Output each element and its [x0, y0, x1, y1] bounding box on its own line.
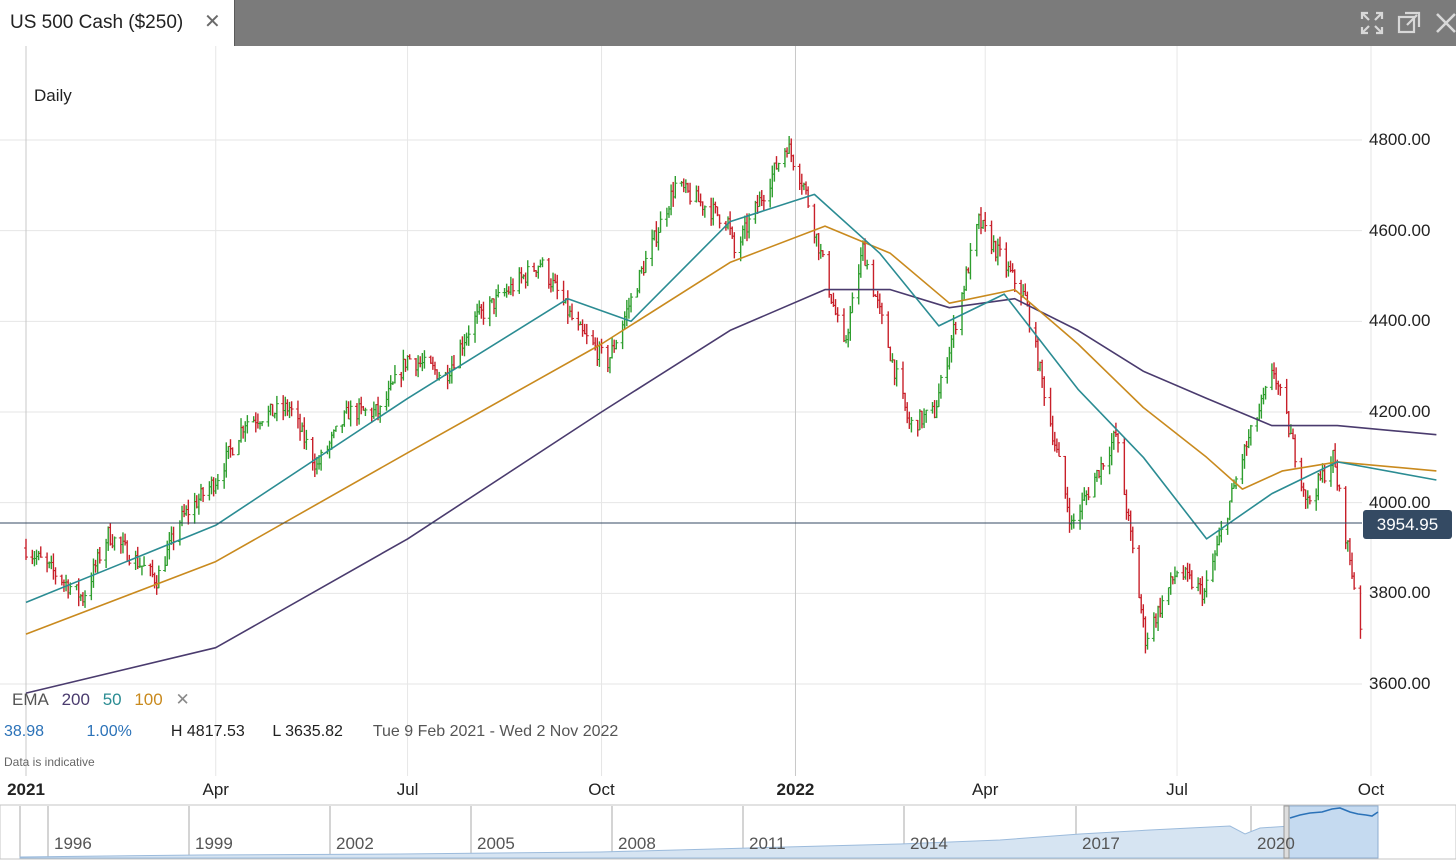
date-range: Tue 9 Feb 2021 - Wed 2 Nov 2022	[372, 723, 619, 740]
timeline-selection-series	[1289, 807, 1379, 819]
x-tick-label: Oct	[1357, 780, 1385, 799]
indicator-name: EMA	[12, 690, 49, 709]
y-tick-label: 4400.00	[1369, 311, 1431, 331]
current-price-label: 3954.95	[1363, 510, 1452, 539]
high-value: H 4817.53	[170, 723, 245, 740]
close-window-icon[interactable]	[1432, 9, 1456, 37]
close-icon[interactable]: ✕	[204, 11, 221, 33]
price-stats: 38.98 1.00% H 4817.53 L 3635.82 Tue 9 Fe…	[4, 723, 618, 741]
y-tick-label: 3800.00	[1369, 583, 1431, 603]
ema-50-label[interactable]: 50	[102, 690, 122, 709]
ema-200-label[interactable]: 200	[61, 690, 90, 709]
y-tick-label: 4000.00	[1369, 492, 1431, 512]
interval-label: Daily	[34, 86, 72, 105]
change-value: 38.98	[4, 723, 45, 740]
y-tick-label: 4600.00	[1369, 220, 1431, 240]
timeline-year-label: 2014	[910, 834, 948, 853]
ema-200-line	[25, 288, 1437, 694]
remove-indicator-icon[interactable]: ✕	[175, 690, 190, 709]
indicator-legend[interactable]: EMA 200 50 100 ✕	[12, 690, 198, 710]
timeline-year-label: 2011	[749, 834, 786, 853]
tab-title: US 500 Cash ($250)	[10, 12, 184, 33]
timeline-left-handle[interactable]	[1283, 805, 1290, 859]
timeline-year-label: 2020	[1257, 834, 1295, 853]
ema-100-label[interactable]: 100	[134, 690, 163, 709]
timeline-year-label: 2008	[618, 834, 656, 853]
x-tick-label: Apr	[202, 780, 229, 799]
x-tick-label: Jul	[396, 780, 419, 799]
timeline-navigator[interactable]	[0, 804, 1456, 860]
timeline-year-label: 2005	[477, 834, 515, 853]
timeline-year-label: 1996	[54, 834, 92, 853]
window-top-bar: US 500 Cash ($250) ✕	[0, 0, 1456, 46]
ema-50-line	[25, 193, 1437, 604]
y-tick-label: 4200.00	[1369, 402, 1431, 421]
timeline-year-label: 1999	[195, 834, 233, 853]
low-value: L 3635.82	[272, 723, 343, 740]
timeline-year-label: 2017	[1082, 834, 1120, 853]
ema-lines	[25, 193, 1437, 694]
x-tick-label: Oct	[588, 780, 615, 799]
y-tick-label: 3600.00	[1369, 674, 1431, 693]
y-tick-label: 4800.00	[1369, 130, 1431, 149]
fullscreen-icon[interactable]	[1358, 9, 1386, 37]
popout-icon[interactable]	[1395, 9, 1423, 37]
x-tick-label: Apr	[971, 780, 999, 799]
x-tick-label: 2022	[776, 780, 815, 799]
timeline-selection[interactable]	[1287, 805, 1379, 859]
ema-100-line	[25, 225, 1437, 635]
x-tick-label: 2021	[7, 780, 45, 799]
price-chart[interactable]	[0, 46, 1456, 804]
disclaimer-text: Data is indicative	[4, 755, 95, 769]
x-tick-label: Jul	[1166, 780, 1188, 799]
timeline-year-label: 2002	[336, 834, 374, 853]
price-bars	[24, 135, 1363, 654]
chart-grid	[0, 46, 1372, 776]
chart-tab[interactable]: US 500 Cash ($250) ✕	[0, 0, 235, 46]
change-percent: 1.00%	[86, 723, 132, 740]
